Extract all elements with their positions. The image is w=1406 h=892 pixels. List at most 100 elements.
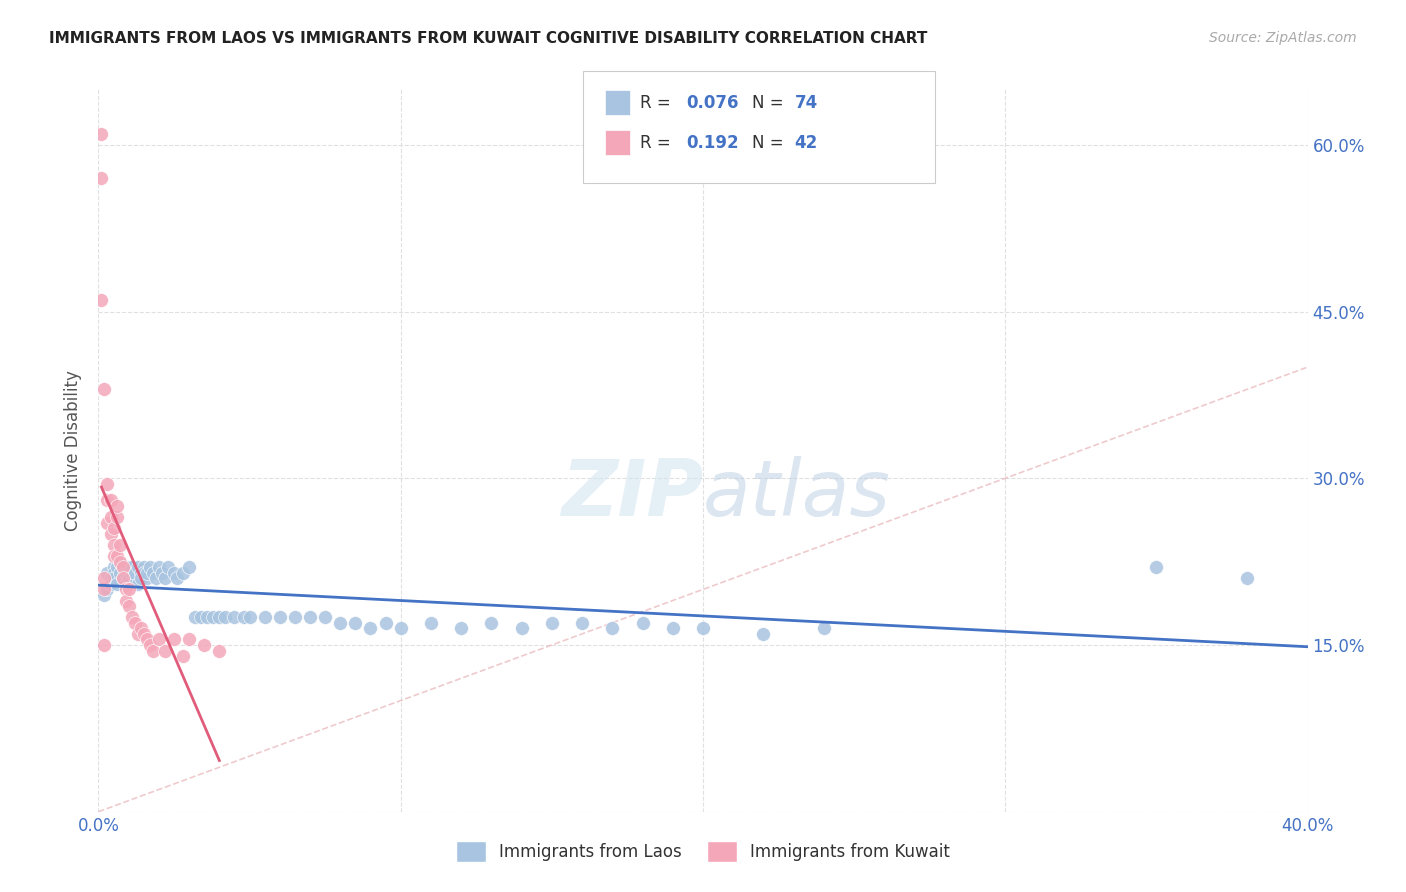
Point [114, 593, 136, 607]
Point [208, 643, 231, 657]
Point [121, 566, 143, 580]
Point [100, 510, 122, 524]
Point [602, 621, 624, 635]
Point [132, 566, 155, 580]
Point [118, 599, 141, 613]
Point [90, 171, 112, 186]
Point [481, 615, 503, 630]
Point [93, 588, 115, 602]
Point [127, 627, 149, 641]
Point [450, 621, 472, 635]
Point [103, 521, 125, 535]
Point [100, 571, 122, 585]
Point [111, 571, 134, 585]
Point [93, 571, 115, 585]
Point [813, 621, 835, 635]
Text: R =: R = [640, 94, 676, 112]
Point [202, 610, 225, 624]
Point [100, 493, 122, 508]
Point [124, 566, 146, 580]
Point [114, 582, 136, 597]
Point [96, 476, 118, 491]
Point [631, 615, 654, 630]
Point [105, 560, 128, 574]
Point [127, 577, 149, 591]
Point [93, 582, 115, 597]
Point [100, 526, 122, 541]
Text: 0.192: 0.192 [686, 134, 738, 152]
Point [132, 560, 155, 574]
Point [100, 577, 122, 591]
Text: Source: ZipAtlas.com: Source: ZipAtlas.com [1209, 31, 1357, 45]
Point [179, 560, 201, 574]
Point [105, 549, 128, 563]
Point [232, 610, 254, 624]
Point [239, 610, 262, 624]
Point [105, 510, 128, 524]
Point [1236, 571, 1258, 585]
Point [166, 571, 188, 585]
Point [103, 560, 125, 574]
Point [129, 571, 152, 585]
Point [108, 538, 131, 552]
Point [142, 643, 165, 657]
Point [344, 615, 367, 630]
Point [105, 499, 128, 513]
Point [163, 566, 186, 580]
Point [269, 610, 291, 624]
Point [172, 566, 194, 580]
Point [96, 582, 118, 597]
Point [224, 610, 246, 624]
Point [692, 621, 714, 635]
Point [510, 621, 533, 635]
Point [374, 615, 396, 630]
Point [139, 638, 162, 652]
Point [420, 615, 443, 630]
Point [96, 493, 118, 508]
Point [148, 560, 170, 574]
Point [142, 566, 165, 580]
Point [96, 566, 118, 580]
Point [108, 555, 131, 569]
Point [195, 610, 218, 624]
Point [135, 632, 157, 647]
Point [360, 621, 382, 635]
Point [121, 610, 143, 624]
Point [153, 643, 176, 657]
Point [111, 571, 134, 585]
Point [103, 571, 125, 585]
Point [156, 560, 179, 574]
Point [108, 555, 131, 569]
Point [129, 621, 152, 635]
Point [571, 615, 593, 630]
Point [127, 560, 149, 574]
Point [661, 621, 683, 635]
Point [103, 566, 125, 580]
Text: 0.076: 0.076 [686, 94, 738, 112]
Point [389, 621, 412, 635]
Point [135, 566, 157, 580]
Text: IMMIGRANTS FROM LAOS VS IMMIGRANTS FROM KUWAIT COGNITIVE DISABILITY CORRELATION : IMMIGRANTS FROM LAOS VS IMMIGRANTS FROM … [49, 31, 928, 46]
Legend: Immigrants from Laos, Immigrants from Kuwait: Immigrants from Laos, Immigrants from Ku… [449, 835, 957, 869]
Point [139, 560, 162, 574]
Point [193, 638, 215, 652]
Text: N =: N = [752, 94, 789, 112]
Text: R =: R = [640, 134, 676, 152]
Point [103, 538, 125, 552]
Point [121, 560, 143, 574]
Point [253, 610, 276, 624]
Point [190, 610, 212, 624]
Point [172, 649, 194, 664]
Text: atlas: atlas [703, 456, 891, 532]
Point [96, 516, 118, 530]
Point [124, 615, 146, 630]
Point [284, 610, 307, 624]
Y-axis label: Cognitive Disability: Cognitive Disability [65, 370, 83, 531]
Point [132, 627, 155, 641]
Point [145, 571, 167, 585]
Point [93, 382, 115, 396]
Point [105, 577, 128, 591]
Point [103, 549, 125, 563]
Point [114, 577, 136, 591]
Point [124, 571, 146, 585]
